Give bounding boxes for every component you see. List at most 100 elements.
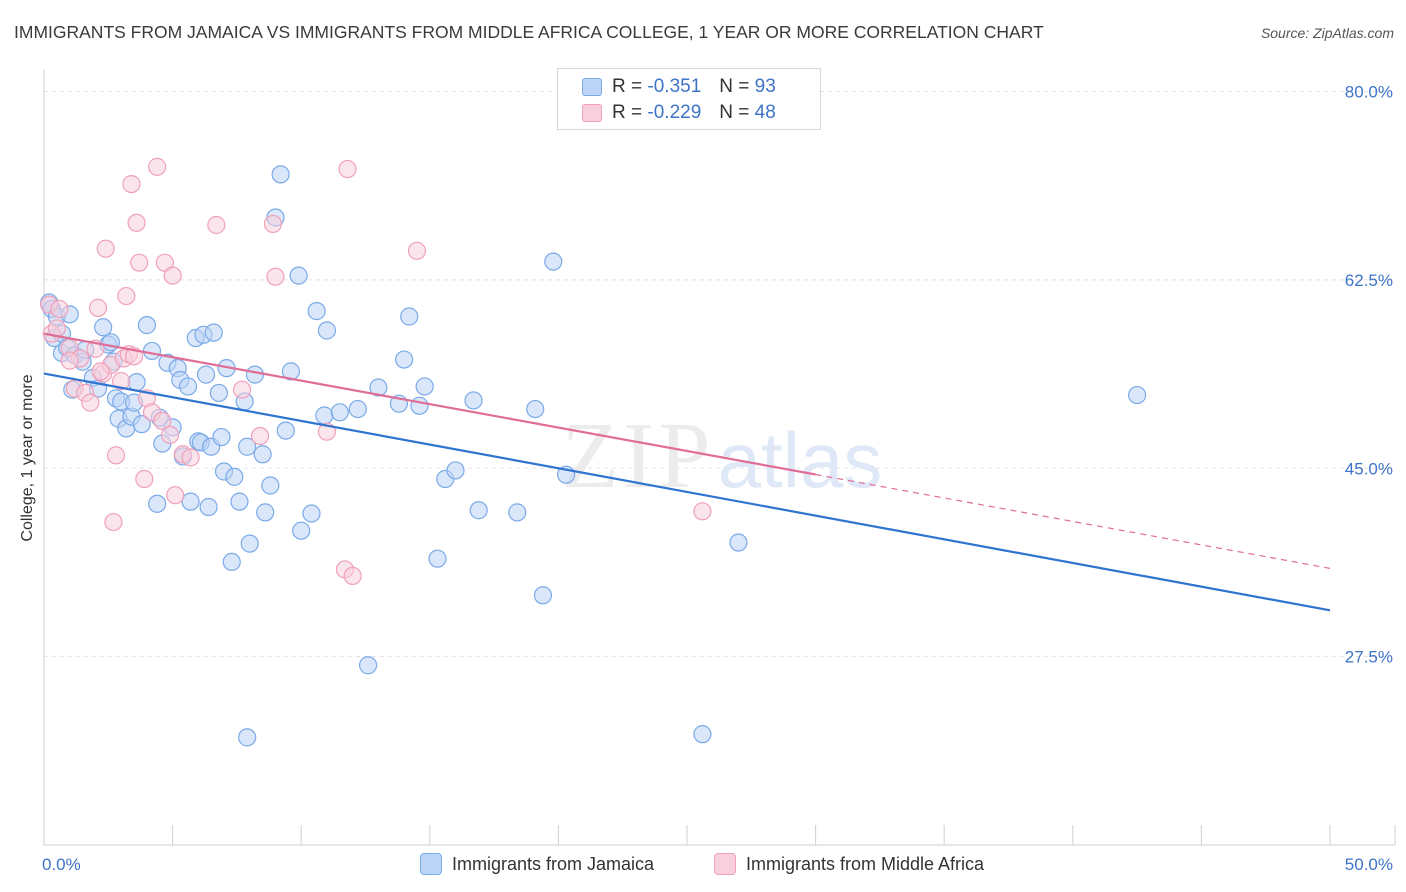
point-middle-africa bbox=[338, 159, 357, 179]
point-jamaica bbox=[508, 503, 527, 522]
watermark: ZIP atlas bbox=[562, 404, 883, 508]
point-jamaica bbox=[148, 494, 167, 513]
point-jamaica bbox=[292, 521, 311, 540]
point-middle-africa bbox=[104, 512, 123, 532]
point-middle-africa bbox=[148, 157, 167, 176]
legend-label-jamaica: Immigrants from Jamaica bbox=[452, 853, 655, 874]
point-jamaica bbox=[127, 373, 146, 392]
point-middle-africa bbox=[106, 446, 126, 465]
point-jamaica bbox=[693, 725, 712, 744]
legend-swatch-middle-africa bbox=[714, 853, 736, 875]
point-jamaica bbox=[256, 503, 275, 522]
point-middle-africa bbox=[263, 214, 283, 234]
point-jamaica bbox=[358, 656, 378, 675]
point-jamaica bbox=[469, 501, 488, 520]
point-jamaica bbox=[526, 399, 545, 419]
point-middle-africa bbox=[181, 448, 200, 467]
x-tick-label: 50.0% bbox=[1345, 855, 1393, 874]
point-jamaica bbox=[94, 318, 113, 337]
point-jamaica bbox=[261, 476, 280, 495]
chart-title: IMMIGRANTS FROM JAMAICA VS IMMIGRANTS FR… bbox=[14, 22, 1044, 42]
point-jamaica bbox=[330, 403, 349, 422]
point-middle-africa bbox=[343, 566, 362, 586]
point-middle-africa bbox=[232, 380, 252, 399]
point-jamaica bbox=[199, 497, 218, 517]
point-middle-africa bbox=[250, 426, 270, 446]
point-jamaica bbox=[238, 728, 257, 747]
n-label: N = bbox=[719, 76, 750, 97]
stats-row-middle-africa: R = -0.229 N = 48 bbox=[582, 101, 776, 125]
legend-item-jamaica: Immigrants from Jamaica bbox=[420, 851, 654, 877]
point-jamaica bbox=[369, 378, 388, 397]
swatch-middle-africa bbox=[582, 104, 602, 122]
point-jamaica bbox=[400, 307, 419, 326]
point-jamaica bbox=[428, 549, 447, 568]
point-middle-africa bbox=[130, 253, 149, 272]
axes bbox=[43, 70, 1396, 846]
point-middle-africa bbox=[266, 267, 285, 286]
stats-row-jamaica: R = -0.351 N = 93 bbox=[582, 75, 776, 99]
point-jamaica bbox=[464, 391, 483, 410]
point-jamaica bbox=[544, 252, 563, 271]
source-label: Source: ZipAtlas.com bbox=[1260, 25, 1394, 41]
data-points bbox=[40, 157, 1147, 747]
point-jamaica bbox=[178, 377, 198, 396]
point-middle-africa bbox=[166, 486, 185, 505]
point-jamaica bbox=[240, 534, 259, 553]
point-jamaica bbox=[410, 396, 429, 415]
point-jamaica bbox=[204, 323, 223, 342]
point-middle-africa bbox=[81, 393, 100, 412]
trend-line-jamaica bbox=[43, 372, 1331, 612]
point-jamaica bbox=[181, 492, 200, 511]
point-middle-africa bbox=[207, 215, 226, 235]
trend-line-middle-africa-extension bbox=[815, 473, 1331, 569]
point-middle-africa bbox=[160, 425, 180, 444]
watermark-atlas: atlas bbox=[718, 416, 883, 504]
point-middle-africa bbox=[117, 286, 136, 306]
point-jamaica bbox=[307, 302, 326, 321]
point-middle-africa bbox=[135, 469, 154, 489]
point-jamaica bbox=[446, 461, 465, 480]
point-jamaica bbox=[315, 406, 334, 425]
legend-label-middle-africa: Immigrants from Middle Africa bbox=[746, 853, 985, 874]
point-jamaica bbox=[230, 492, 249, 511]
trend-line-middle-africa bbox=[43, 332, 816, 476]
point-middle-africa bbox=[96, 239, 115, 258]
legend-item-middle-africa: Immigrants from Middle Africa bbox=[714, 851, 984, 877]
stats-legend: R = -0.351 N = 93 R = -0.229 N = 48 bbox=[557, 68, 821, 130]
point-jamaica bbox=[281, 362, 301, 381]
point-jamaica bbox=[415, 377, 434, 396]
point-jamaica bbox=[101, 333, 120, 352]
point-jamaica bbox=[348, 399, 367, 419]
point-jamaica bbox=[196, 365, 216, 384]
legend-swatch-jamaica bbox=[420, 853, 442, 875]
point-middle-africa bbox=[127, 213, 146, 232]
point-jamaica bbox=[533, 586, 553, 605]
point-jamaica bbox=[238, 437, 257, 456]
trend-lines bbox=[43, 332, 1331, 612]
point-jamaica bbox=[225, 467, 244, 486]
point-middle-africa bbox=[50, 299, 69, 319]
r-label: R = bbox=[612, 102, 643, 123]
n-label: N = bbox=[719, 102, 750, 123]
point-jamaica bbox=[302, 504, 321, 523]
point-jamaica bbox=[317, 321, 337, 340]
point-middle-africa bbox=[124, 347, 144, 366]
point-middle-africa bbox=[60, 351, 79, 370]
point-jamaica bbox=[289, 266, 308, 285]
point-middle-africa bbox=[693, 502, 712, 521]
point-jamaica bbox=[132, 415, 151, 434]
point-middle-africa bbox=[91, 362, 110, 381]
point-middle-africa bbox=[153, 411, 172, 431]
point-jamaica bbox=[209, 383, 228, 403]
y-tick-label: 62.5% bbox=[1345, 271, 1393, 290]
r-value: -0.351 bbox=[647, 76, 702, 97]
r-value: -0.229 bbox=[647, 102, 702, 123]
tick-labels: 80.0% 62.5% 45.0% 27.5% 0.0% 50.0% bbox=[42, 83, 1393, 874]
point-middle-africa bbox=[163, 266, 182, 285]
point-jamaica bbox=[394, 350, 414, 369]
y-axis-label: College, 1 year or more bbox=[19, 374, 36, 542]
point-jamaica bbox=[729, 533, 748, 552]
point-jamaica bbox=[212, 427, 231, 447]
